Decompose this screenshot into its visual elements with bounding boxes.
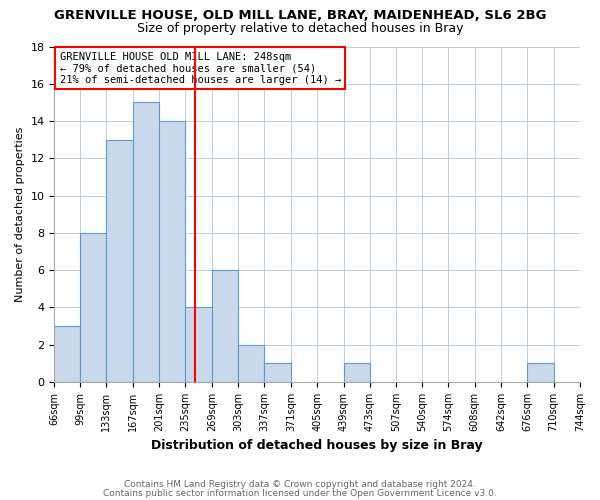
- Bar: [212, 270, 238, 382]
- Bar: [344, 364, 370, 382]
- X-axis label: Distribution of detached houses by size in Bray: Distribution of detached houses by size …: [151, 440, 483, 452]
- Bar: [80, 233, 106, 382]
- Bar: [159, 121, 185, 382]
- Text: GRENVILLE HOUSE, OLD MILL LANE, BRAY, MAIDENHEAD, SL6 2BG: GRENVILLE HOUSE, OLD MILL LANE, BRAY, MA…: [54, 9, 546, 22]
- Text: Contains HM Land Registry data © Crown copyright and database right 2024.: Contains HM Land Registry data © Crown c…: [124, 480, 476, 489]
- Bar: [238, 345, 265, 382]
- Text: Contains public sector information licensed under the Open Government Licence v3: Contains public sector information licen…: [103, 489, 497, 498]
- Text: GRENVILLE HOUSE OLD MILL LANE: 248sqm
← 79% of detached houses are smaller (54)
: GRENVILLE HOUSE OLD MILL LANE: 248sqm ← …: [59, 52, 341, 84]
- Bar: [265, 364, 291, 382]
- Y-axis label: Number of detached properties: Number of detached properties: [15, 126, 25, 302]
- Bar: [185, 308, 212, 382]
- Bar: [106, 140, 133, 382]
- Bar: [133, 102, 159, 382]
- Text: Size of property relative to detached houses in Bray: Size of property relative to detached ho…: [137, 22, 463, 35]
- Bar: [55, 326, 80, 382]
- Bar: [527, 364, 554, 382]
